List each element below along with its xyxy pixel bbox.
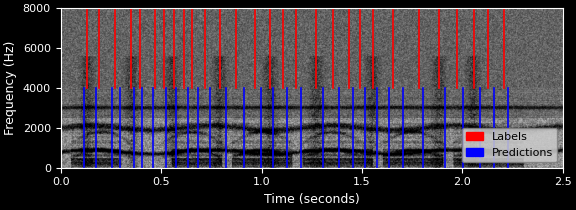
X-axis label: Time (seconds): Time (seconds) (264, 193, 359, 206)
Legend: Labels, Predictions: Labels, Predictions (462, 127, 558, 162)
Y-axis label: Frequency (Hz): Frequency (Hz) (4, 41, 17, 135)
